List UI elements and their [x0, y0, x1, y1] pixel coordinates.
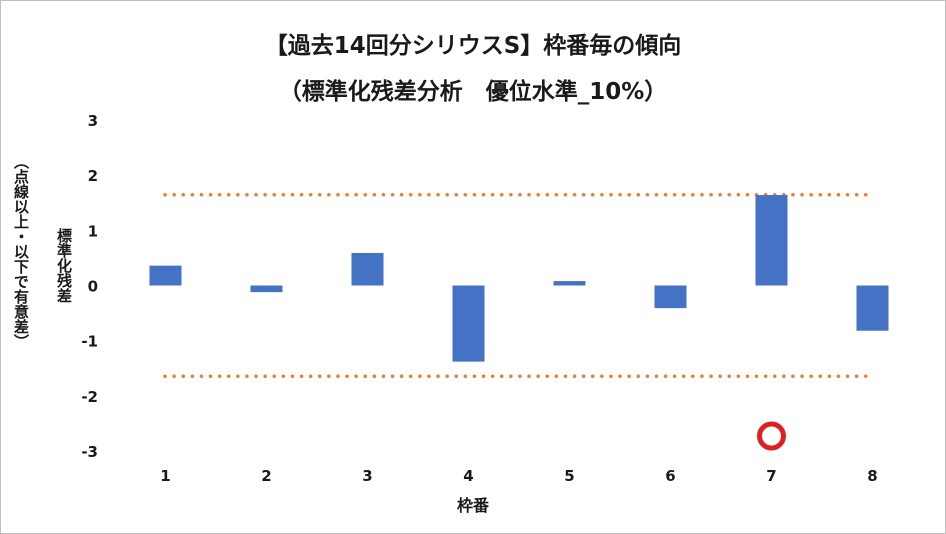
y-tick-label: 0 [88, 278, 98, 296]
bar-2 [250, 285, 283, 293]
y-tick-label: 3 [88, 112, 98, 130]
bar-8 [856, 285, 889, 331]
x-tick-label: 8 [867, 467, 877, 485]
x-tick-label: 5 [564, 467, 574, 485]
bar-7 [755, 195, 788, 286]
y-axis-label: 標準化残差 [55, 228, 73, 303]
bar-4 [452, 285, 485, 362]
chart-subtitle: （標準化残差分析 優位水準_10%） [278, 79, 668, 105]
x-tick-label: 1 [160, 467, 170, 485]
y-tick-label: -3 [81, 443, 98, 461]
y-axis-label-note: （点線以上・以下で有意差） [12, 154, 30, 349]
y-tick-label: 1 [88, 222, 98, 240]
y-tick-label: 2 [88, 167, 98, 185]
x-tick-label: 2 [261, 467, 271, 485]
bar-5 [553, 281, 586, 286]
x-tick-label: 6 [665, 467, 675, 485]
bar-1 [149, 265, 182, 286]
y-tick-label: -2 [81, 388, 98, 406]
x-tick-label: 7 [766, 467, 776, 485]
significance-marker-icon [757, 421, 786, 451]
chart-title: 【過去14回分シリウスS】枠番毎の傾向 [264, 33, 682, 59]
x-tick-label: 4 [463, 467, 473, 485]
x-axis-label: 枠番 [456, 496, 489, 515]
bar-3 [351, 252, 384, 286]
y-tick-label: -1 [81, 333, 98, 351]
x-tick-label: 3 [362, 467, 372, 485]
bar-6 [654, 285, 687, 309]
